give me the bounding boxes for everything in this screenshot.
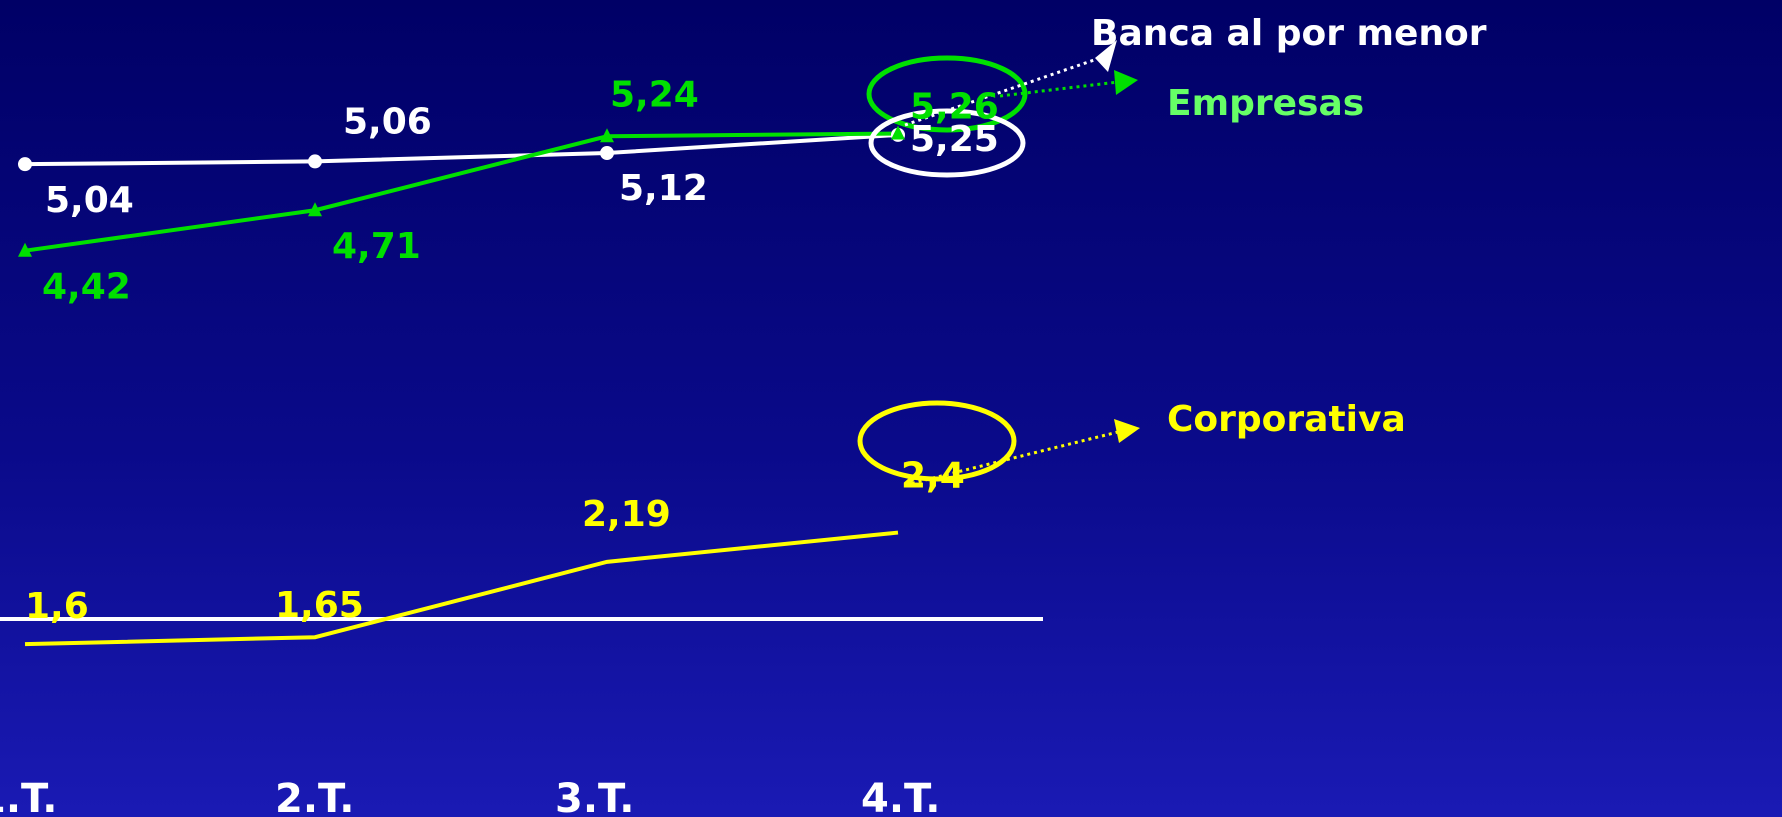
- arrow-head: [1114, 419, 1140, 443]
- data-point: [308, 202, 322, 217]
- data-point: [600, 146, 614, 161]
- data-label: 5,12: [619, 168, 708, 209]
- data-point: [308, 154, 322, 169]
- data-point: [18, 157, 32, 172]
- data-label: 2,19: [582, 494, 671, 535]
- callout-arrow: [999, 80, 1119, 98]
- data-label: 1,65: [275, 585, 364, 626]
- x-tick-label: 3.T.: [555, 776, 634, 817]
- data-label: 2,4: [901, 456, 965, 497]
- x-tick-label: 4.T.: [861, 776, 940, 817]
- data-label: 5,26: [910, 86, 999, 127]
- highlight-ellipse: [866, 55, 1028, 133]
- data-label: 5,04: [45, 180, 134, 221]
- data-label: 5,24: [610, 74, 699, 115]
- series-name-label: Empresas: [1167, 83, 1364, 124]
- series-line: [24, 530, 899, 647]
- x-tick-label: 2.T.: [275, 776, 354, 817]
- data-label: 4,71: [332, 226, 421, 267]
- series-name-label: Corporativa: [1167, 399, 1406, 440]
- series-name-label: Banca al por menor: [1091, 13, 1487, 54]
- data-point: [18, 242, 32, 257]
- data-point: [600, 128, 614, 143]
- arrow-head: [1095, 40, 1117, 72]
- callout-arrow: [904, 430, 1119, 487]
- data-point: [891, 125, 905, 140]
- x-tick-label: 1.T.: [0, 776, 57, 817]
- series-line: [24, 131, 899, 253]
- data-label: 5,06: [343, 101, 432, 142]
- series-line: [24, 132, 899, 167]
- highlight-ellipse: [857, 400, 1017, 482]
- data-label: 5,25: [910, 119, 999, 160]
- data-label: 4,42: [42, 267, 131, 308]
- data-label: 1,6: [25, 586, 89, 627]
- arrow-head: [1114, 70, 1138, 95]
